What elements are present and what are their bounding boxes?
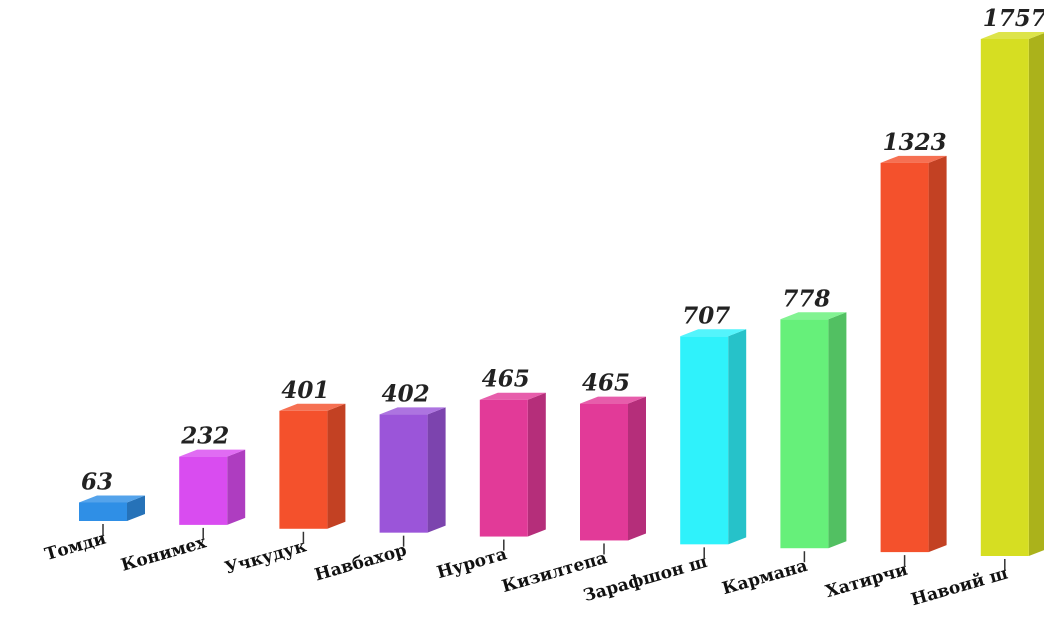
bar (680, 336, 729, 545)
bar-side (127, 495, 145, 521)
bar-top (680, 329, 747, 337)
category-label: Томди (43, 528, 109, 565)
bar (379, 414, 428, 533)
value-label: 1757 (983, 5, 1044, 32)
bar-top (279, 403, 346, 411)
bar-top (980, 32, 1044, 39)
value-label: 465 (482, 366, 530, 393)
bar (580, 403, 628, 541)
bar-side (1028, 33, 1044, 556)
bar-side (728, 329, 747, 545)
bar-side (427, 407, 446, 533)
bar-group: 402 Навбахор (313, 380, 446, 586)
value-label: 465 (582, 370, 630, 397)
category-label: Навбахор (313, 540, 410, 585)
bar-top (179, 449, 246, 457)
category-label: Хатирчи (823, 560, 910, 603)
bar-side (227, 449, 246, 525)
bar (179, 456, 228, 525)
value-label: 778 (782, 285, 830, 312)
bar-group: 401 Учкудук (223, 377, 346, 579)
bar-side (628, 396, 646, 541)
bar-group: 1323 Хатирчи (823, 129, 946, 602)
bar-top (780, 312, 847, 320)
value-label: 1323 (883, 129, 947, 156)
category-label: Учкудук (223, 536, 310, 579)
bar-side (527, 392, 546, 537)
bar-side (828, 312, 847, 549)
value-label: 707 (682, 302, 730, 329)
bar-top (479, 392, 546, 400)
category-label: Конимех (119, 532, 210, 576)
bar (780, 319, 829, 549)
bar-group: 465 Нурота (435, 366, 546, 583)
bar-top (580, 396, 646, 404)
bar-side (327, 403, 346, 529)
category-label: Кармана (720, 556, 810, 599)
bar-group: 63 Томди (43, 468, 145, 565)
bar-top (880, 155, 947, 163)
category-label: Навоий ш (909, 564, 1010, 611)
bar-side (928, 155, 947, 553)
bar (880, 162, 929, 553)
bar (980, 39, 1029, 556)
bar (79, 502, 127, 521)
bar-top (379, 407, 446, 415)
value-label: 232 (180, 423, 229, 450)
category-label: Нурота (435, 544, 509, 583)
value-label: 63 (81, 468, 113, 495)
bar-top (79, 495, 145, 503)
value-label: 402 (382, 380, 430, 407)
value-label: 401 (281, 377, 329, 404)
bar (479, 399, 528, 537)
bar (279, 410, 328, 529)
